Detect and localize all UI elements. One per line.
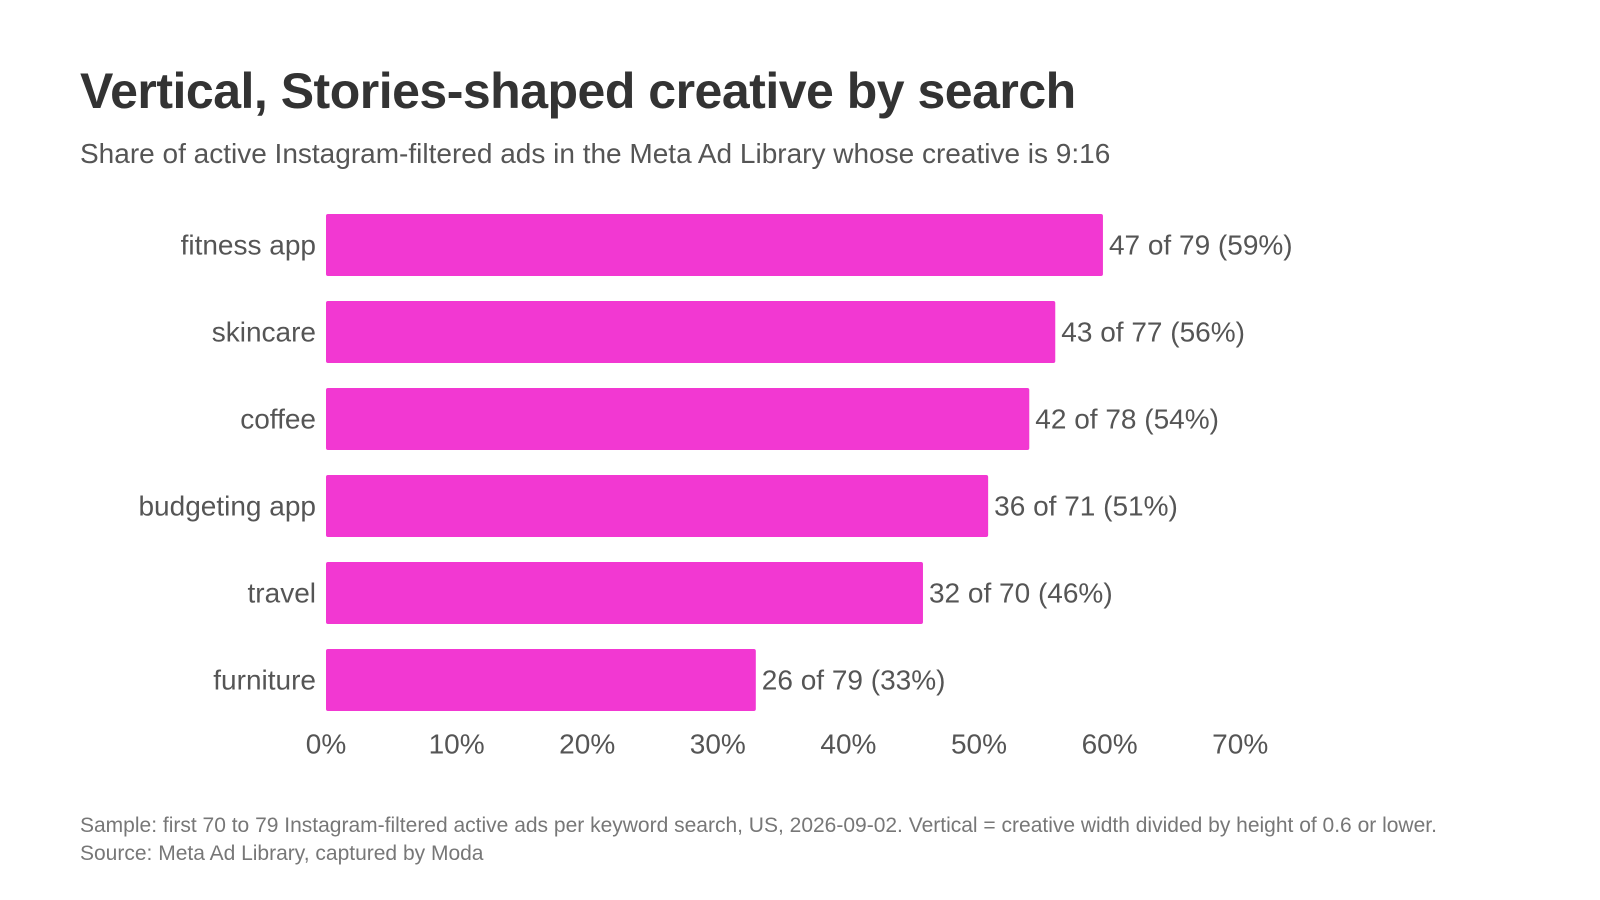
bar-skincare [326,301,1056,363]
category-label: skincare [212,317,316,348]
category-label: travel [248,578,316,609]
bar-travel [326,562,923,624]
x-tick-label: 20% [559,729,615,760]
x-tick-label: 50% [951,729,1007,760]
bar-fitness-app [326,214,1103,276]
category-label: fitness app [181,230,316,261]
data-label: 42 of 78 (54%) [1035,404,1219,435]
data-label: 32 of 70 (46%) [929,578,1113,609]
chart-subtitle: Share of active Instagram-filtered ads i… [80,138,1111,169]
data-label: 47 of 79 (59%) [1109,230,1293,261]
data-label: 43 of 77 (56%) [1061,317,1245,348]
x-tick-label: 10% [429,729,485,760]
bar-budgeting-app [326,475,989,537]
source-note: Source: Meta Ad Library, captured by Mod… [80,842,484,865]
data-label: 36 of 71 (51%) [994,491,1178,522]
data-label: 26 of 79 (33%) [762,665,946,696]
x-tick-label: 0% [306,729,346,760]
bar-chart: fitness app 47 of 79 (59%) skincare 43 of 7… [138,214,1293,760]
bar-furniture [326,649,756,711]
bars-group: fitness app 47 of 79 (59%) skincare 43 of 7… [138,214,1293,711]
x-tick-label: 40% [820,729,876,760]
category-label: coffee [240,404,316,435]
footnote: Sample: first 70 to 79 Instagram-filtere… [80,814,1437,837]
category-label: furniture [213,665,316,696]
category-label: budgeting app [138,491,316,522]
x-tick-label: 70% [1212,729,1268,760]
x-tick-label: 60% [1082,729,1138,760]
x-axis-ticks: 0% 10% 20% 30% 40% 50% 60% 70% [306,729,1268,760]
chart-title: Vertical, Stories-shaped creative by sea… [80,63,1076,119]
x-tick-label: 30% [690,729,746,760]
bar-coffee [326,388,1030,450]
